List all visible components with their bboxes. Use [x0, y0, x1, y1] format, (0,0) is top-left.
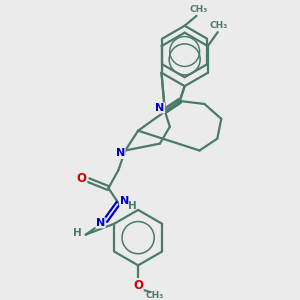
Text: CH₃: CH₃ [146, 291, 164, 300]
Text: N: N [96, 218, 105, 228]
Text: N: N [120, 196, 129, 206]
Text: O: O [77, 172, 87, 185]
Text: O: O [133, 279, 143, 292]
Text: CH₃: CH₃ [210, 21, 228, 30]
Text: N: N [116, 148, 125, 158]
Text: H: H [128, 201, 136, 211]
Text: N: N [155, 103, 164, 113]
Text: CH₃: CH₃ [189, 5, 208, 14]
Text: H: H [73, 228, 82, 238]
